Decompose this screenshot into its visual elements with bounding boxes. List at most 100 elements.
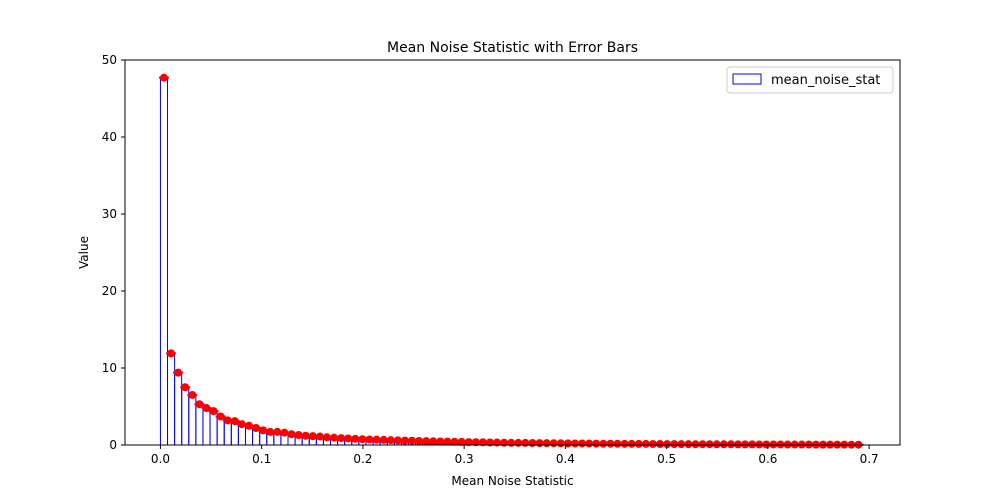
data-point [195, 400, 204, 409]
error-bar [194, 400, 205, 409]
data-point [330, 433, 339, 442]
data-point [734, 440, 743, 449]
data-point [181, 383, 190, 392]
error-bar [187, 390, 198, 399]
error-bar [244, 421, 255, 430]
data-point [237, 420, 246, 429]
data-point [308, 432, 317, 441]
data-point [167, 349, 176, 358]
data-point [209, 407, 218, 416]
error-bar [293, 430, 304, 439]
data-point [606, 439, 615, 448]
data-point [457, 437, 466, 446]
data-point [400, 436, 409, 445]
data-point [280, 428, 289, 437]
data-point [301, 431, 310, 440]
data-point [422, 437, 431, 446]
data-point [315, 432, 324, 441]
data-point [485, 438, 494, 447]
error-bar [279, 428, 290, 437]
data-point [365, 435, 374, 444]
data-point [230, 417, 239, 426]
data-point [691, 440, 700, 449]
legend: mean_noise_stat [726, 66, 894, 94]
data-point [613, 439, 622, 448]
data-point [698, 440, 707, 449]
data-point [415, 436, 424, 445]
data-point [776, 440, 785, 449]
y-tick-label: 50 [102, 53, 117, 67]
data-point [464, 438, 473, 447]
data-point [648, 439, 657, 448]
x-tick-label: 0.2 [353, 452, 372, 466]
error-bar [215, 412, 226, 421]
data-point [712, 440, 721, 449]
x-axis-label: Mean Noise Statistic [451, 474, 573, 488]
data-point [663, 440, 672, 449]
error-bar [399, 436, 410, 445]
y-tick-label: 40 [102, 130, 117, 144]
data-point [223, 416, 232, 425]
data-point [245, 421, 254, 430]
error-bar [236, 420, 247, 429]
data-point [585, 439, 594, 448]
data-point [450, 437, 459, 446]
y-tick-label: 10 [102, 361, 117, 375]
data-point [322, 433, 331, 442]
data-point [705, 440, 714, 449]
data-point [159, 73, 168, 82]
data-point [443, 437, 452, 446]
legend-box [726, 66, 894, 94]
y-axis-ticks: 0 10 20 30 40 50 [102, 53, 125, 452]
x-tick-label: 0.1 [252, 452, 271, 466]
data-point [620, 439, 629, 448]
data-point [188, 390, 197, 399]
legend-label: mean_noise_stat [771, 73, 880, 88]
x-tick-label: 0.4 [556, 452, 575, 466]
data-point [259, 426, 268, 435]
data-point [408, 436, 417, 445]
data-point [748, 440, 757, 449]
data-point [372, 435, 381, 444]
error-bar [180, 383, 191, 392]
error-bar [158, 73, 169, 82]
plot-area [125, 60, 900, 445]
data-point [393, 436, 402, 445]
data-point [677, 440, 686, 449]
data-point [769, 440, 778, 449]
error-bar [414, 436, 425, 445]
y-tick-label: 30 [102, 207, 117, 221]
data-point [358, 435, 367, 444]
data-point [436, 437, 445, 446]
x-tick-label: 0.3 [455, 452, 474, 466]
x-axis-ticks: 0.0 0.1 0.2 0.3 0.4 0.5 0.6 0.7 [151, 445, 879, 466]
error-bar [258, 426, 269, 435]
data-point [741, 440, 750, 449]
data-point [684, 440, 693, 449]
data-point [386, 436, 395, 445]
data-point [627, 439, 636, 448]
data-point [337, 434, 346, 443]
y-tick-label: 20 [102, 284, 117, 298]
data-point [344, 434, 353, 443]
data-point [641, 439, 650, 448]
x-tick-label: 0.6 [758, 452, 777, 466]
x-tick-label: 0.5 [657, 452, 676, 466]
data-point [634, 439, 643, 448]
y-axis-label: Value [77, 236, 91, 269]
chart-title: Mean Noise Statistic with Error Bars [387, 40, 638, 56]
legend-swatch [732, 73, 762, 85]
data-point [379, 435, 388, 444]
data-point [287, 430, 296, 439]
error-bar [173, 368, 184, 377]
error-bar [208, 407, 219, 416]
data-point [174, 368, 183, 377]
error-bar [286, 430, 297, 439]
data-point [273, 427, 282, 436]
y-tick-label: 0 [109, 438, 117, 452]
error-bar [201, 404, 212, 413]
data-point [216, 412, 225, 421]
data-point [670, 440, 679, 449]
data-point [351, 434, 360, 443]
